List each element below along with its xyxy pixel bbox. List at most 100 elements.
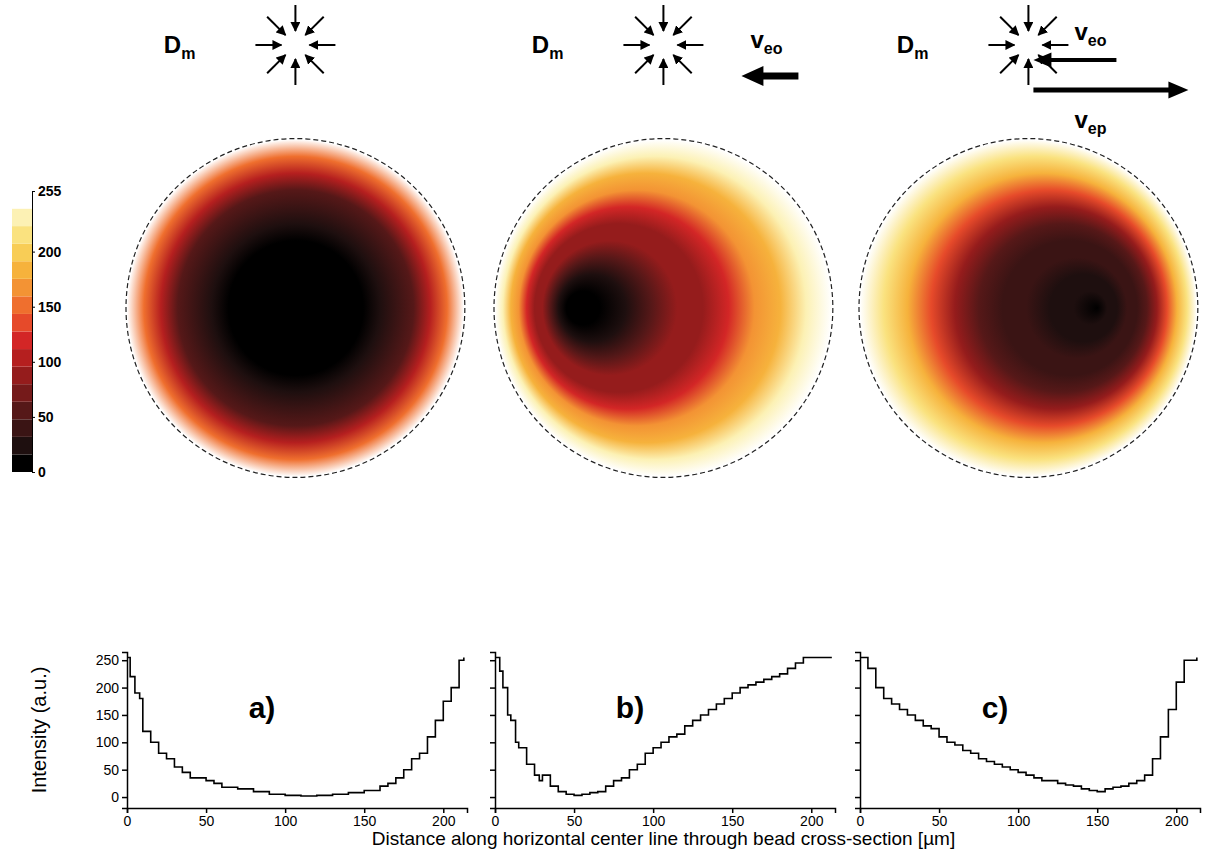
- x-tick-label: 100: [642, 813, 666, 829]
- colorbar-tick: 100: [32, 354, 62, 370]
- arrow-diagram: Dmveovep: [897, 5, 1189, 137]
- colorbar-tick-label: 50: [38, 409, 54, 425]
- colorbar-tick-label: 255: [38, 183, 62, 199]
- y-axis-line: [490, 653, 496, 809]
- diffusion-arrow: [309, 44, 335, 46]
- diffusion-arrow: [635, 17, 653, 35]
- panel-label: a): [249, 691, 276, 724]
- panel-label: b): [616, 691, 644, 724]
- y-axis-line: [855, 653, 861, 809]
- y-tick-mark: [490, 715, 495, 717]
- y-tick-mark: [122, 769, 127, 771]
- arrow-label: Dm: [532, 31, 564, 62]
- y-tick: [855, 797, 860, 798]
- arrow-label-subscript: m: [914, 45, 928, 62]
- arrow-label: Dm: [164, 31, 196, 62]
- y-axis: [855, 653, 861, 809]
- x-tick: 50: [567, 808, 583, 829]
- panel-label: c): [982, 691, 1009, 724]
- x-axis: 050100150200: [492, 808, 836, 829]
- y-tick: [855, 770, 860, 771]
- y-tick-mark: [122, 742, 127, 744]
- colorbar-band: [12, 279, 32, 297]
- colorbar-tick-mark: [32, 472, 35, 473]
- y-axis-line: [122, 653, 128, 809]
- x-tick: 150: [721, 808, 745, 829]
- x-tick-label: 100: [274, 813, 298, 829]
- colorbar-band: [12, 191, 32, 209]
- colorbar-tick-label: 150: [38, 299, 62, 315]
- arrow-label-subscript: m: [549, 45, 563, 62]
- plot-area: [860, 657, 1197, 791]
- colorbar-tick-mark: [32, 252, 35, 253]
- diffusion-arrow: [294, 5, 296, 31]
- y-tick: [490, 742, 495, 743]
- y-tick-mark: [122, 660, 127, 662]
- x-tick: 200: [1165, 808, 1189, 829]
- colorbar-band: [12, 367, 32, 385]
- bead-image: [127, 140, 464, 477]
- colorbar-band: [12, 314, 32, 332]
- diffusion-arrow: [988, 44, 1014, 46]
- y-tick-label: 100: [96, 734, 120, 750]
- arrow-diagram: Dm: [164, 5, 336, 85]
- diffusion-arrow: [255, 44, 281, 46]
- y-tick-label: 200: [96, 680, 120, 696]
- colorbar-axis-line: [33, 192, 36, 473]
- x-axis-line: [861, 809, 1201, 814]
- diffusion-arrow: [673, 17, 691, 35]
- colorbar-tick: 255: [32, 183, 62, 199]
- y-tick: [490, 688, 495, 689]
- y-axis: [490, 653, 496, 809]
- diffusion-arrow: [305, 55, 323, 73]
- y-tick-label: 0: [111, 789, 119, 805]
- diffusion-arrow: [623, 44, 649, 46]
- colorbar-tick-mark: [32, 417, 35, 418]
- colorbar-tick-mark: [32, 362, 35, 363]
- x-tick: 0: [124, 808, 132, 829]
- y-tick: 200: [96, 680, 127, 696]
- colorbar-tick-mark: [32, 191, 35, 192]
- arrow-diagram: Dmveo: [532, 5, 799, 86]
- diffusion-arrow: [1027, 5, 1029, 31]
- colorbar: 0 50 100 150 200 255: [12, 183, 62, 480]
- x-tick-label: 50: [932, 813, 948, 829]
- arrow-label-subscript: ep: [1088, 120, 1107, 137]
- y-tick: [855, 742, 860, 743]
- colorbar-tick-mark: [32, 307, 35, 308]
- x-tick-label: 50: [199, 813, 215, 829]
- x-tick: 200: [432, 808, 456, 829]
- x-tick: 150: [353, 808, 377, 829]
- diffusion-arrow: [1000, 17, 1018, 35]
- diffusion-arrow: [1042, 44, 1068, 46]
- bead-image: [860, 140, 1197, 477]
- y-tick-mark: [490, 660, 495, 662]
- bead-outline: [494, 139, 833, 478]
- colorbar-tick: 50: [32, 409, 54, 425]
- diffusion-arrow: [267, 17, 285, 35]
- x-axis-line: [496, 809, 836, 814]
- arrow-label-subscript: m: [181, 45, 195, 62]
- diffusion-arrow: [1027, 59, 1029, 85]
- arrow-label-subscript: eo: [1088, 32, 1107, 49]
- profile-line: [127, 657, 464, 795]
- bead-outline: [126, 139, 465, 478]
- x-tick: 100: [274, 808, 298, 829]
- colorbar-band: [12, 244, 32, 262]
- x-tick-label: 0: [492, 813, 500, 829]
- y-tick-mark: [490, 742, 495, 744]
- y-tick-mark: [855, 797, 860, 799]
- flow-arrow: [1033, 53, 1116, 68]
- colorbar-tick: 150: [32, 299, 62, 315]
- figure: 0 50 100 150 200 255 Dm 0 50 100 150 200 0 50 100 150 20…: [0, 0, 1205, 852]
- y-tick-mark: [855, 715, 860, 717]
- colorbar-tick-label: 0: [38, 464, 46, 480]
- colorbar-tick-label: 200: [38, 244, 62, 260]
- colorbar-band: [12, 402, 32, 420]
- x-axis: 050100150200: [857, 808, 1201, 829]
- colorbar-band: [12, 261, 32, 279]
- colorbar-tick: 0: [32, 464, 46, 480]
- panel: Dmveovep050100150200c): [855, 5, 1201, 829]
- x-axis-title: Distance along horizontal center line th…: [372, 828, 955, 849]
- y-tick: [490, 660, 495, 661]
